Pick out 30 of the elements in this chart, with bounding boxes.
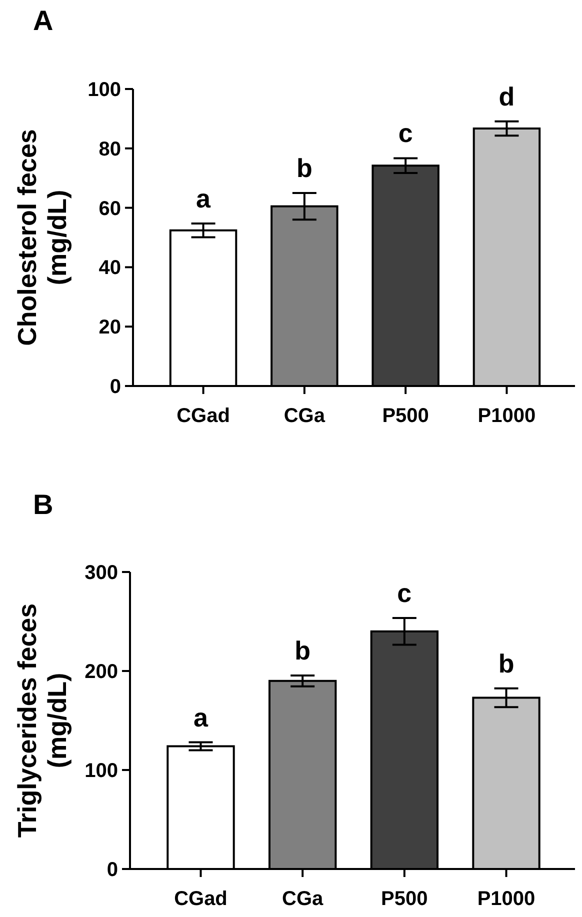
y-axis-title: Triglycerides feces (mg/dL)	[12, 603, 72, 838]
y-tick-label: 0	[106, 859, 118, 881]
x-tick-label: CGad	[176, 405, 230, 427]
annotation: d	[498, 81, 515, 112]
x-tick-label: P1000	[478, 405, 536, 427]
x-tick-label: CGa	[284, 405, 326, 427]
annotation: b	[294, 635, 311, 666]
y-tick-label: 100	[84, 760, 118, 782]
y-tick-label: 200	[84, 661, 118, 683]
annotation: c	[397, 578, 412, 608]
annotation: a	[194, 702, 209, 732]
x-tick-label: P500	[381, 888, 428, 910]
y-tick-label: 300	[84, 562, 118, 584]
x-tick-label: P1000	[477, 888, 536, 910]
annotation: c	[398, 118, 413, 148]
y-tick-label: 80	[98, 138, 121, 160]
y-tick-label: 60	[98, 198, 121, 220]
annotation: b	[498, 648, 514, 678]
y-tick-label: 40	[98, 257, 121, 280]
x-tick-label: P500	[382, 405, 429, 427]
y-tick-label: 0	[110, 376, 121, 398]
x-tick-label: CGa	[282, 888, 324, 910]
y-tick-label: 20	[98, 316, 121, 339]
chart-title: A	[33, 5, 54, 36]
y-axis-title: Cholesterol feces (mg/dL)	[12, 129, 72, 346]
annotation: a	[196, 184, 212, 214]
chart-title: B	[33, 489, 54, 520]
annotation: b	[296, 152, 312, 183]
x-tick-label: CGad	[174, 888, 228, 910]
y-tick-label: 100	[88, 79, 121, 101]
